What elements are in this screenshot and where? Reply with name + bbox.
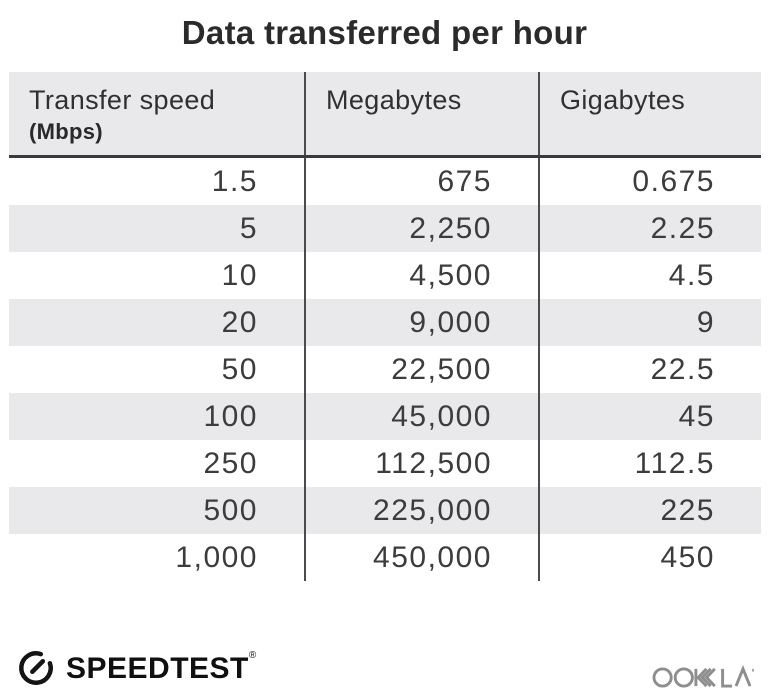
cell-transfer-speed: 100 bbox=[203, 399, 258, 433]
cell-megabytes: 4,500 bbox=[304, 252, 538, 299]
speedtest-gauge-icon bbox=[15, 646, 57, 688]
cell-megabytes: 2,250 bbox=[304, 205, 538, 252]
cell-gigabytes: 450 bbox=[538, 534, 761, 581]
registered-mark-icon: ® bbox=[248, 649, 257, 661]
header-gigabytes: Gigabytes bbox=[538, 72, 761, 155]
header-transfer-speed-unit: (Mbps) bbox=[29, 119, 103, 144]
data-table: Transfer speed (Mbps) Megabytes Gigabyte… bbox=[9, 72, 761, 581]
table-row: 100 45,000 45 bbox=[9, 393, 761, 440]
table-row: 1,000 450,000 450 bbox=[9, 534, 761, 581]
cell-gigabytes: 0.675 bbox=[538, 158, 761, 205]
table-row: 1.5 675 0.675 bbox=[9, 158, 761, 205]
header-gigabytes-label: Gigabytes bbox=[560, 85, 686, 115]
cell-transfer-speed: 1.5 bbox=[211, 164, 258, 198]
cell-gigabytes: 4.5 bbox=[538, 252, 761, 299]
cell-transfer-speed: 20 bbox=[221, 305, 258, 339]
cell-megabytes: 675 bbox=[304, 158, 538, 205]
page-title: Data transferred per hour bbox=[181, 14, 588, 51]
cell-transfer-speed: 1,000 bbox=[175, 540, 258, 574]
table-row: 5 2,250 2.25 bbox=[9, 205, 761, 252]
speedtest-logo: SPEEDTEST® bbox=[15, 646, 256, 688]
table-row: 50 22,500 22.5 bbox=[9, 346, 761, 393]
cell-transfer-speed: 500 bbox=[203, 493, 258, 527]
cell-transfer-speed: 250 bbox=[203, 446, 258, 480]
header-transfer-speed-label: Transfer speed bbox=[29, 85, 216, 115]
cell-gigabytes: 112.5 bbox=[538, 440, 761, 487]
cell-gigabytes: 22.5 bbox=[538, 346, 761, 393]
cell-gigabytes: 225 bbox=[538, 487, 761, 534]
cell-megabytes: 450,000 bbox=[304, 534, 538, 581]
ookla-logo bbox=[652, 654, 756, 696]
header-megabytes-label: Megabytes bbox=[326, 85, 462, 115]
cell-transfer-speed: 50 bbox=[221, 352, 258, 386]
header-transfer-speed: Transfer speed (Mbps) bbox=[9, 72, 304, 155]
table-row: 20 9,000 9 bbox=[9, 299, 761, 346]
cell-megabytes: 9,000 bbox=[304, 299, 538, 346]
table-body: 1.5 675 0.675 5 2,250 2.25 10 4,500 4.5 … bbox=[9, 158, 761, 581]
table-row: 10 4,500 4.5 bbox=[9, 252, 761, 299]
cell-transfer-speed: 5 bbox=[239, 211, 258, 245]
cell-gigabytes: 2.25 bbox=[538, 205, 761, 252]
table-row: 250 112,500 112.5 bbox=[9, 440, 761, 487]
cell-gigabytes: 45 bbox=[538, 393, 761, 440]
speedtest-wordmark-text: SPEEDTEST bbox=[66, 651, 249, 685]
cell-transfer-speed: 10 bbox=[221, 258, 258, 292]
cell-gigabytes: 9 bbox=[538, 299, 761, 346]
table-row: 500 225,000 225 bbox=[9, 487, 761, 534]
ookla-wordmark-icon bbox=[652, 654, 756, 691]
cell-megabytes: 22,500 bbox=[304, 346, 538, 393]
table-header: Transfer speed (Mbps) Megabytes Gigabyte… bbox=[9, 72, 761, 158]
header-megabytes: Megabytes bbox=[304, 72, 538, 155]
cell-megabytes: 45,000 bbox=[304, 393, 538, 440]
cell-megabytes: 112,500 bbox=[304, 440, 538, 487]
cell-megabytes: 225,000 bbox=[304, 487, 538, 534]
speedtest-wordmark: SPEEDTEST® bbox=[66, 649, 257, 685]
